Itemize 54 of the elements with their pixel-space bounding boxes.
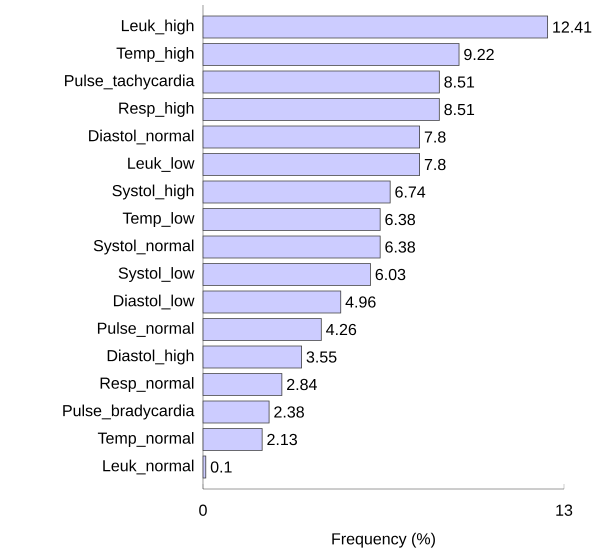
data-label: 7.8 [424,131,446,143]
bar [202,318,322,341]
y-tick-label: Pulse_bradycardia [63,404,194,420]
y-tick-label: Temp_normal [98,432,194,447]
bar [202,263,371,286]
x-axis-title: Frequency (%) [332,532,435,548]
y-tick-label: Temp_high [116,47,194,62]
y-tick-label: Leuk_normal [103,460,194,474]
data-label: 4.26 [326,324,356,336]
data-label: 6.74 [395,186,426,198]
data-label: 0.1 [210,461,232,473]
y-tick-label: Pulse_tachycardia [65,74,194,90]
y-tick-label: Resp_high [119,102,194,117]
data-label: 7.8 [424,158,446,170]
bar [202,180,391,204]
data-label: 9.22 [464,48,494,60]
y-tick-label: Pulse_normal [98,322,194,337]
y-tick-label: Diastol_normal [89,130,194,144]
bar [202,126,420,148]
data-label: 2.38 [274,406,304,418]
data-label: 8.51 [444,76,474,88]
bar [202,400,270,424]
y-tick-label: Diastol_low [114,294,194,310]
bar [202,236,381,258]
bar [202,373,282,396]
bar [202,428,263,451]
y-tick-label: Systol_low [118,267,194,282]
y-tick-label: Leuk_low [128,157,194,172]
bar [202,98,440,121]
y-tick-label: Temp_low [122,212,195,227]
y-tick-label: Resp_normal [100,377,194,392]
data-label: 6.38 [385,214,416,226]
bar [202,43,460,66]
bar [202,346,302,368]
data-label: 3.55 [306,351,336,363]
data-label: 2.84 [287,378,317,390]
y-tick-label: Leuk_high [122,20,194,34]
x-tick-label: 0 [199,504,207,516]
data-label: 12.41 [553,21,592,33]
x-tick-label: 13 [556,504,572,516]
bar [202,290,342,314]
y-tick-label: Systol_high [112,184,194,200]
data-label: 8.51 [444,104,474,116]
bar [202,208,381,231]
data-label: 6.03 [376,268,406,280]
data-label: 2.13 [267,434,297,446]
bar [202,70,440,94]
bar [202,153,420,176]
data-label: 6.38 [385,241,416,253]
y-tick-label: Diastol_high [108,350,194,364]
bar [202,16,548,38]
data-label: 4.96 [345,296,376,308]
y-tick-label: Systol_normal [94,240,194,254]
bar [202,456,206,478]
